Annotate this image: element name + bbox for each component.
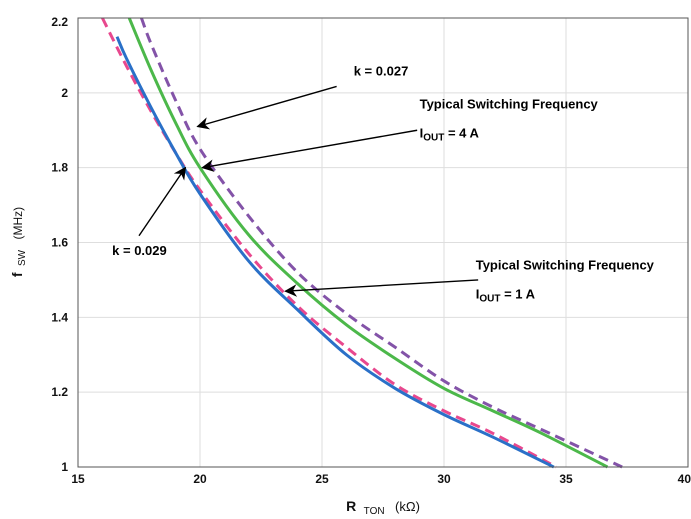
series-k-0029-line xyxy=(101,17,557,469)
x-axis-label: R TON (kΩ) xyxy=(346,498,420,518)
y-tick-label: 1.4 xyxy=(51,310,68,324)
annotation-current-label: IOUT = 1 A xyxy=(476,287,536,305)
y-axis-label-sub: SW xyxy=(17,249,28,266)
annotation-k-0029: k = 0.029 xyxy=(112,166,187,258)
x-axis-label-sub: TON xyxy=(364,506,385,517)
annotation-current-sub: OUT xyxy=(423,132,444,143)
x-tick-label: 20 xyxy=(193,472,207,486)
series-iout-4a-line xyxy=(127,17,609,469)
annotation-current-main: I xyxy=(476,287,480,302)
annotation-arrow xyxy=(201,129,418,172)
annotation-label: k = 0.029 xyxy=(112,243,167,258)
annotation-arrow xyxy=(284,279,479,297)
annotation-arrow xyxy=(196,85,337,130)
y-tick-labels: 1 1.2 1.4 1.6 1.8 2 2.2 xyxy=(51,15,68,474)
series-k-0027-line xyxy=(140,17,623,469)
y-tick-label: 1.6 xyxy=(51,236,68,250)
annotation-current-sub: OUT xyxy=(479,294,500,305)
x-tick-label: 40 xyxy=(678,472,691,486)
x-axis-label-main: R xyxy=(346,498,356,514)
annotation-arrow xyxy=(138,166,187,237)
annotation-label: k = 0.027 xyxy=(354,64,409,79)
x-tick-label: 30 xyxy=(437,472,451,486)
series-layer xyxy=(101,17,623,469)
annotation-current-main: I xyxy=(420,125,424,140)
annotation-label: Typical Switching Frequency xyxy=(476,257,655,272)
x-tick-label: 25 xyxy=(315,472,329,486)
y-axis-label-main: f xyxy=(9,272,25,277)
x-tick-labels: 15 20 25 30 35 40 xyxy=(71,472,691,486)
y-tick-label: 2 xyxy=(61,86,68,100)
annotation-iout-1a: Typical Switching Frequency IOUT = 1 A xyxy=(284,257,655,305)
y-tick-label: 2.2 xyxy=(51,15,68,29)
y-tick-label: 1.8 xyxy=(51,161,68,175)
y-axis-label: f SW (MHz) xyxy=(9,207,29,277)
y-axis-label-unit: (MHz) xyxy=(11,207,25,240)
plot-frame xyxy=(77,17,689,468)
y-tick-label: 1 xyxy=(61,460,68,474)
annotation-current-value: = 4 A xyxy=(444,125,479,140)
annotation-current-value: = 1 A xyxy=(500,287,535,302)
annotation-current-label: IOUT = 4 A xyxy=(420,125,480,143)
annotation-label: Typical Switching Frequency xyxy=(420,97,599,112)
y-tick-label: 1.2 xyxy=(51,385,68,399)
x-axis-label-unit: (kΩ) xyxy=(395,499,420,514)
x-tick-label: 35 xyxy=(559,472,573,486)
x-tick-label: 15 xyxy=(71,472,85,486)
annotation-iout-4a: Typical Switching Frequency IOUT = 4 A xyxy=(201,97,599,172)
annotation-k-0027: k = 0.027 xyxy=(196,64,409,130)
series-iout-1a-line xyxy=(115,36,555,469)
